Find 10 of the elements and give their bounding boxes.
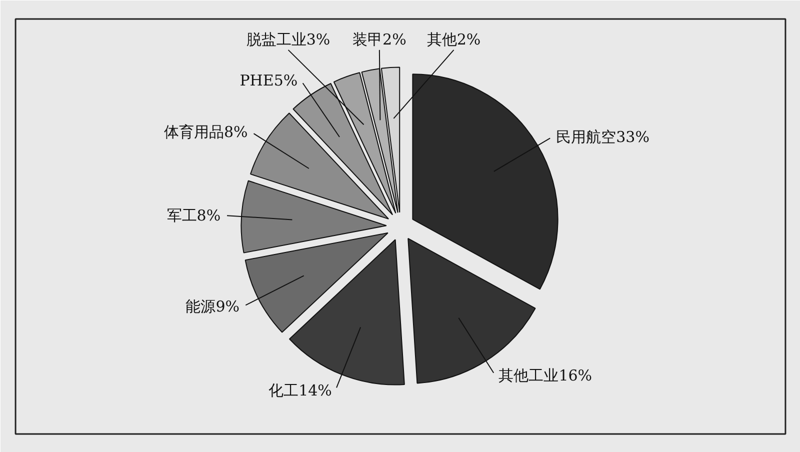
slice-label: 化工14% [268,381,332,400]
slice-label: 其他2% [426,30,481,48]
slice-label: 体育用品8% [164,123,248,142]
slice-label: 脱盐工业3% [246,30,330,48]
slice-label: 民用航空33% [556,128,650,146]
slice-label: 其他工业16% [498,366,592,384]
slice-label: 能源9% [186,298,240,316]
slice-label: 装甲2% [352,30,406,48]
slice-label: PHE5% [240,72,298,90]
slice-label: 军工8% [166,206,221,224]
